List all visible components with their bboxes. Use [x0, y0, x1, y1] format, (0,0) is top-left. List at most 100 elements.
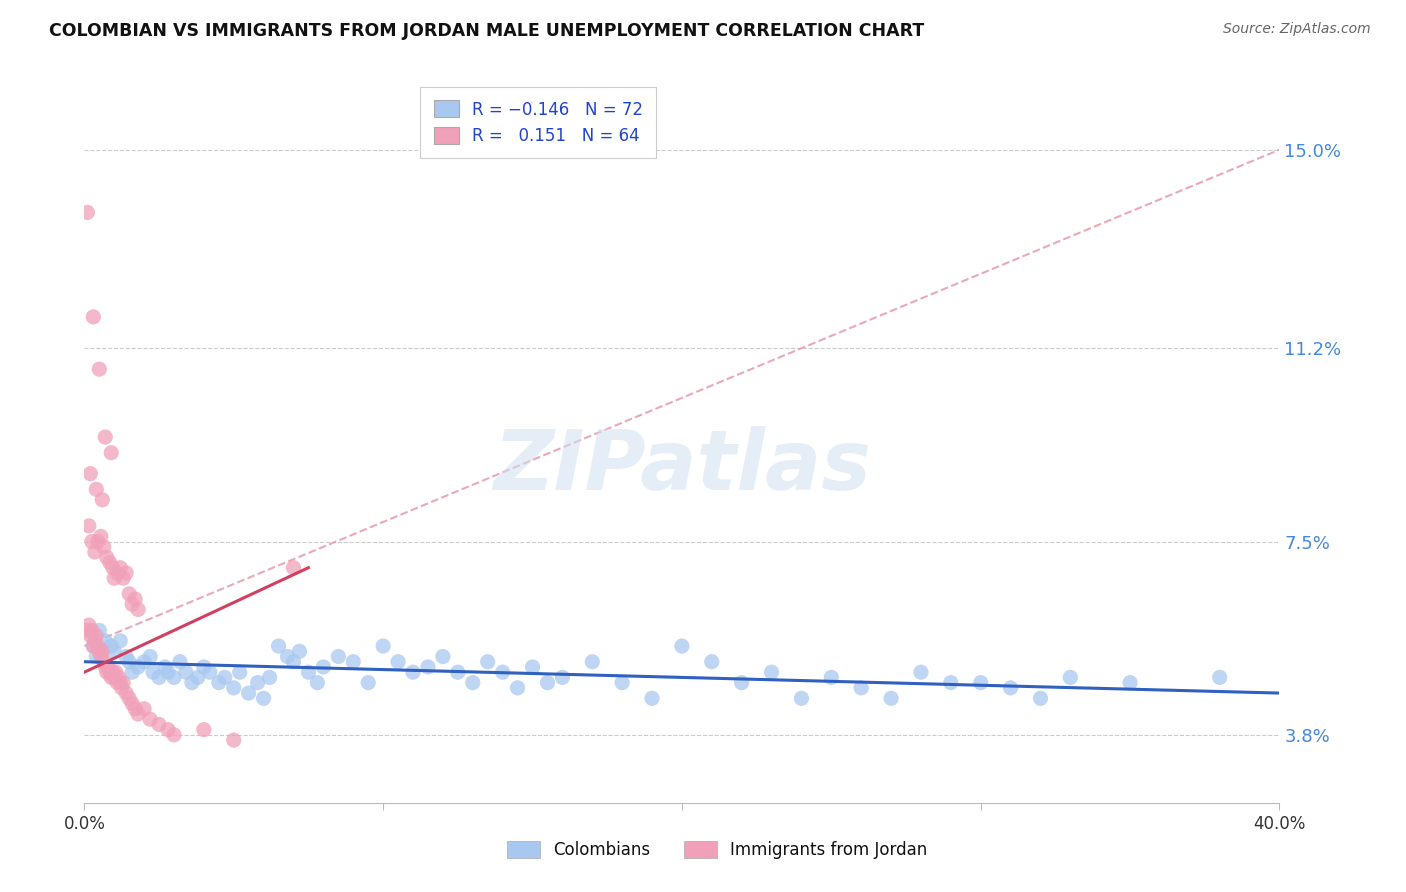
- Point: [851, 681, 873, 695]
- Point: [105, 566, 128, 580]
- Point: [193, 660, 215, 674]
- Point: [87, 534, 110, 549]
- Point: [127, 660, 149, 674]
- Point: [91, 492, 114, 507]
- Point: [229, 665, 252, 680]
- Point: [700, 655, 723, 669]
- Point: [115, 649, 138, 664]
- Point: [90, 529, 112, 543]
- Point: [98, 556, 121, 570]
- Point: [82, 639, 104, 653]
- Point: [208, 675, 231, 690]
- Point: [198, 665, 221, 680]
- Point: [127, 706, 149, 721]
- Point: [373, 639, 395, 653]
- Point: [283, 560, 305, 574]
- Point: [132, 702, 156, 716]
- Point: [83, 633, 105, 648]
- Point: [506, 681, 529, 695]
- Point: [492, 665, 515, 680]
- Point: [110, 675, 132, 690]
- Point: [246, 675, 269, 690]
- Point: [387, 655, 409, 669]
- Point: [118, 587, 141, 601]
- Point: [142, 665, 165, 680]
- Point: [96, 665, 118, 680]
- Point: [820, 670, 842, 684]
- Point: [86, 649, 108, 664]
- Point: [89, 644, 111, 658]
- Point: [91, 644, 114, 658]
- Point: [82, 310, 104, 324]
- Point: [94, 633, 117, 648]
- Point: [312, 660, 335, 674]
- Point: [163, 670, 186, 684]
- Point: [94, 430, 117, 444]
- Point: [124, 702, 146, 716]
- Point: [139, 712, 162, 726]
- Point: [970, 675, 993, 690]
- Point: [1029, 691, 1052, 706]
- Point: [536, 675, 558, 690]
- Point: [124, 592, 146, 607]
- Point: [76, 624, 98, 638]
- Point: [105, 675, 128, 690]
- Point: [157, 665, 180, 680]
- Point: [522, 660, 544, 674]
- Point: [100, 446, 122, 460]
- Point: [307, 675, 329, 690]
- Point: [101, 665, 124, 680]
- Point: [761, 665, 783, 680]
- Point: [132, 655, 156, 669]
- Text: ZIPatlas: ZIPatlas: [494, 425, 870, 507]
- Point: [790, 691, 813, 706]
- Point: [1119, 675, 1142, 690]
- Point: [121, 665, 143, 680]
- Point: [297, 665, 319, 680]
- Point: [910, 665, 932, 680]
- Point: [461, 675, 484, 690]
- Point: [939, 675, 962, 690]
- Point: [121, 697, 143, 711]
- Point: [267, 639, 290, 653]
- Point: [118, 655, 141, 669]
- Point: [1209, 670, 1232, 684]
- Point: [89, 624, 111, 638]
- Point: [148, 670, 170, 684]
- Legend: Colombians, Immigrants from Jordan: Colombians, Immigrants from Jordan: [501, 834, 934, 866]
- Point: [193, 723, 215, 737]
- Point: [551, 670, 574, 684]
- Point: [91, 644, 114, 658]
- Point: [87, 639, 110, 653]
- Point: [104, 665, 127, 680]
- Point: [94, 660, 117, 674]
- Legend: R = −0.146   N = 72, R =   0.151   N = 64: R = −0.146 N = 72, R = 0.151 N = 64: [420, 87, 657, 159]
- Y-axis label: Male Unemployment: Male Unemployment: [0, 358, 7, 516]
- Point: [100, 639, 122, 653]
- Point: [153, 660, 176, 674]
- Point: [97, 660, 120, 674]
- Point: [157, 723, 180, 737]
- Point: [402, 665, 425, 680]
- Point: [112, 571, 135, 585]
- Point: [79, 629, 101, 643]
- Point: [222, 733, 245, 747]
- Text: COLOMBIAN VS IMMIGRANTS FROM JORDAN MALE UNEMPLOYMENT CORRELATION CHART: COLOMBIAN VS IMMIGRANTS FROM JORDAN MALE…: [49, 22, 925, 40]
- Point: [107, 670, 129, 684]
- Point: [342, 655, 364, 669]
- Point: [80, 624, 103, 638]
- Point: [880, 691, 903, 706]
- Point: [187, 670, 209, 684]
- Point: [259, 670, 281, 684]
- Point: [112, 675, 135, 690]
- Point: [581, 655, 603, 669]
- Point: [641, 691, 664, 706]
- Point: [90, 649, 112, 664]
- Point: [731, 675, 754, 690]
- Point: [76, 205, 98, 219]
- Point: [612, 675, 634, 690]
- Point: [253, 691, 276, 706]
- Point: [77, 519, 100, 533]
- Point: [115, 686, 138, 700]
- Point: [118, 691, 141, 706]
